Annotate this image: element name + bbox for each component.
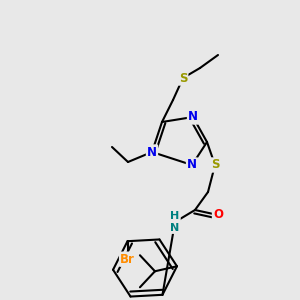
Text: O: O xyxy=(213,208,223,221)
Text: S: S xyxy=(179,71,187,85)
Text: H
N: H N xyxy=(170,211,180,233)
Text: N: N xyxy=(188,110,198,124)
Text: N: N xyxy=(147,146,157,158)
Text: S: S xyxy=(211,158,219,172)
Text: N: N xyxy=(187,158,197,172)
Text: Br: Br xyxy=(120,253,135,266)
